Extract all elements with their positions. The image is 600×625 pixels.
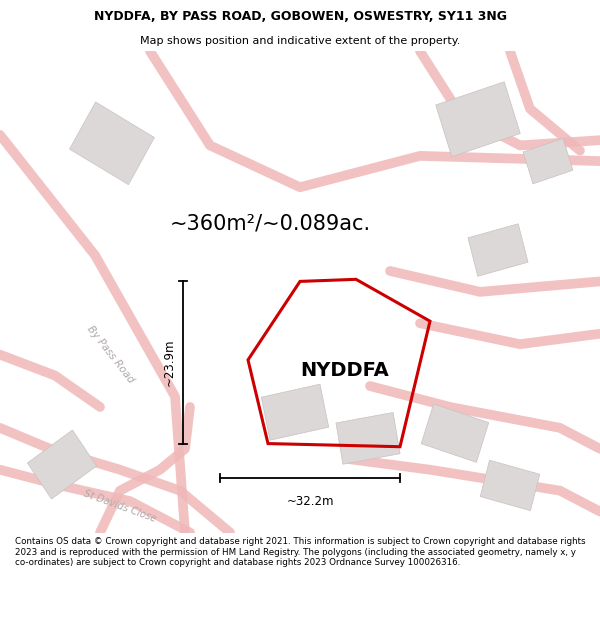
Polygon shape: [468, 224, 528, 276]
Text: St Davids Close: St Davids Close: [82, 489, 158, 524]
Polygon shape: [28, 430, 97, 499]
Polygon shape: [480, 460, 540, 511]
Text: ~23.9m: ~23.9m: [163, 339, 176, 386]
Text: NYDDFA: NYDDFA: [301, 361, 389, 380]
Text: Contains OS data © Crown copyright and database right 2021. This information is : Contains OS data © Crown copyright and d…: [15, 538, 586, 567]
Polygon shape: [523, 138, 573, 184]
Text: ~360m²/~0.089ac.: ~360m²/~0.089ac.: [169, 214, 371, 234]
Text: By Pass Road: By Pass Road: [85, 324, 136, 385]
Text: Map shows position and indicative extent of the property.: Map shows position and indicative extent…: [140, 36, 460, 46]
Polygon shape: [421, 404, 489, 462]
Polygon shape: [436, 82, 520, 157]
Polygon shape: [70, 102, 154, 184]
Text: NYDDFA, BY PASS ROAD, GOBOWEN, OSWESTRY, SY11 3NG: NYDDFA, BY PASS ROAD, GOBOWEN, OSWESTRY,…: [94, 10, 506, 23]
Polygon shape: [336, 412, 400, 464]
Text: ~32.2m: ~32.2m: [286, 495, 334, 508]
Polygon shape: [261, 384, 329, 440]
